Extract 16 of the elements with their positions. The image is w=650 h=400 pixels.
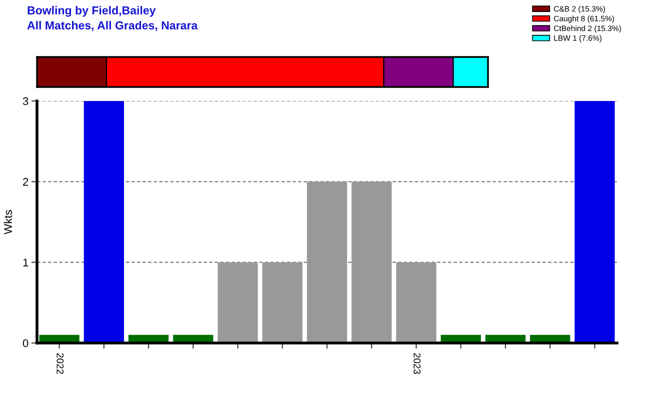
bar bbox=[84, 101, 124, 343]
x-tick-label: 2023 bbox=[414, 353, 421, 374]
x-tick-label: 2022 bbox=[56, 353, 64, 374]
bar bbox=[574, 101, 615, 343]
bar bbox=[262, 262, 302, 343]
bar bbox=[306, 182, 348, 343]
chart-title: Bowling by Field,Bailey bbox=[28, 6, 156, 17]
y-tick-label: 1 bbox=[23, 258, 28, 266]
bar bbox=[218, 262, 258, 343]
bar bbox=[396, 262, 436, 343]
y-tick-label: 3 bbox=[22, 97, 28, 106]
y-axis-title: Wkts bbox=[4, 210, 12, 234]
bar bbox=[352, 182, 392, 343]
y-tick-label: 2 bbox=[23, 178, 28, 186]
y-tick-label: 0 bbox=[22, 339, 28, 348]
chart-subtitle: All Matches, All Grades, Narara bbox=[27, 21, 198, 32]
